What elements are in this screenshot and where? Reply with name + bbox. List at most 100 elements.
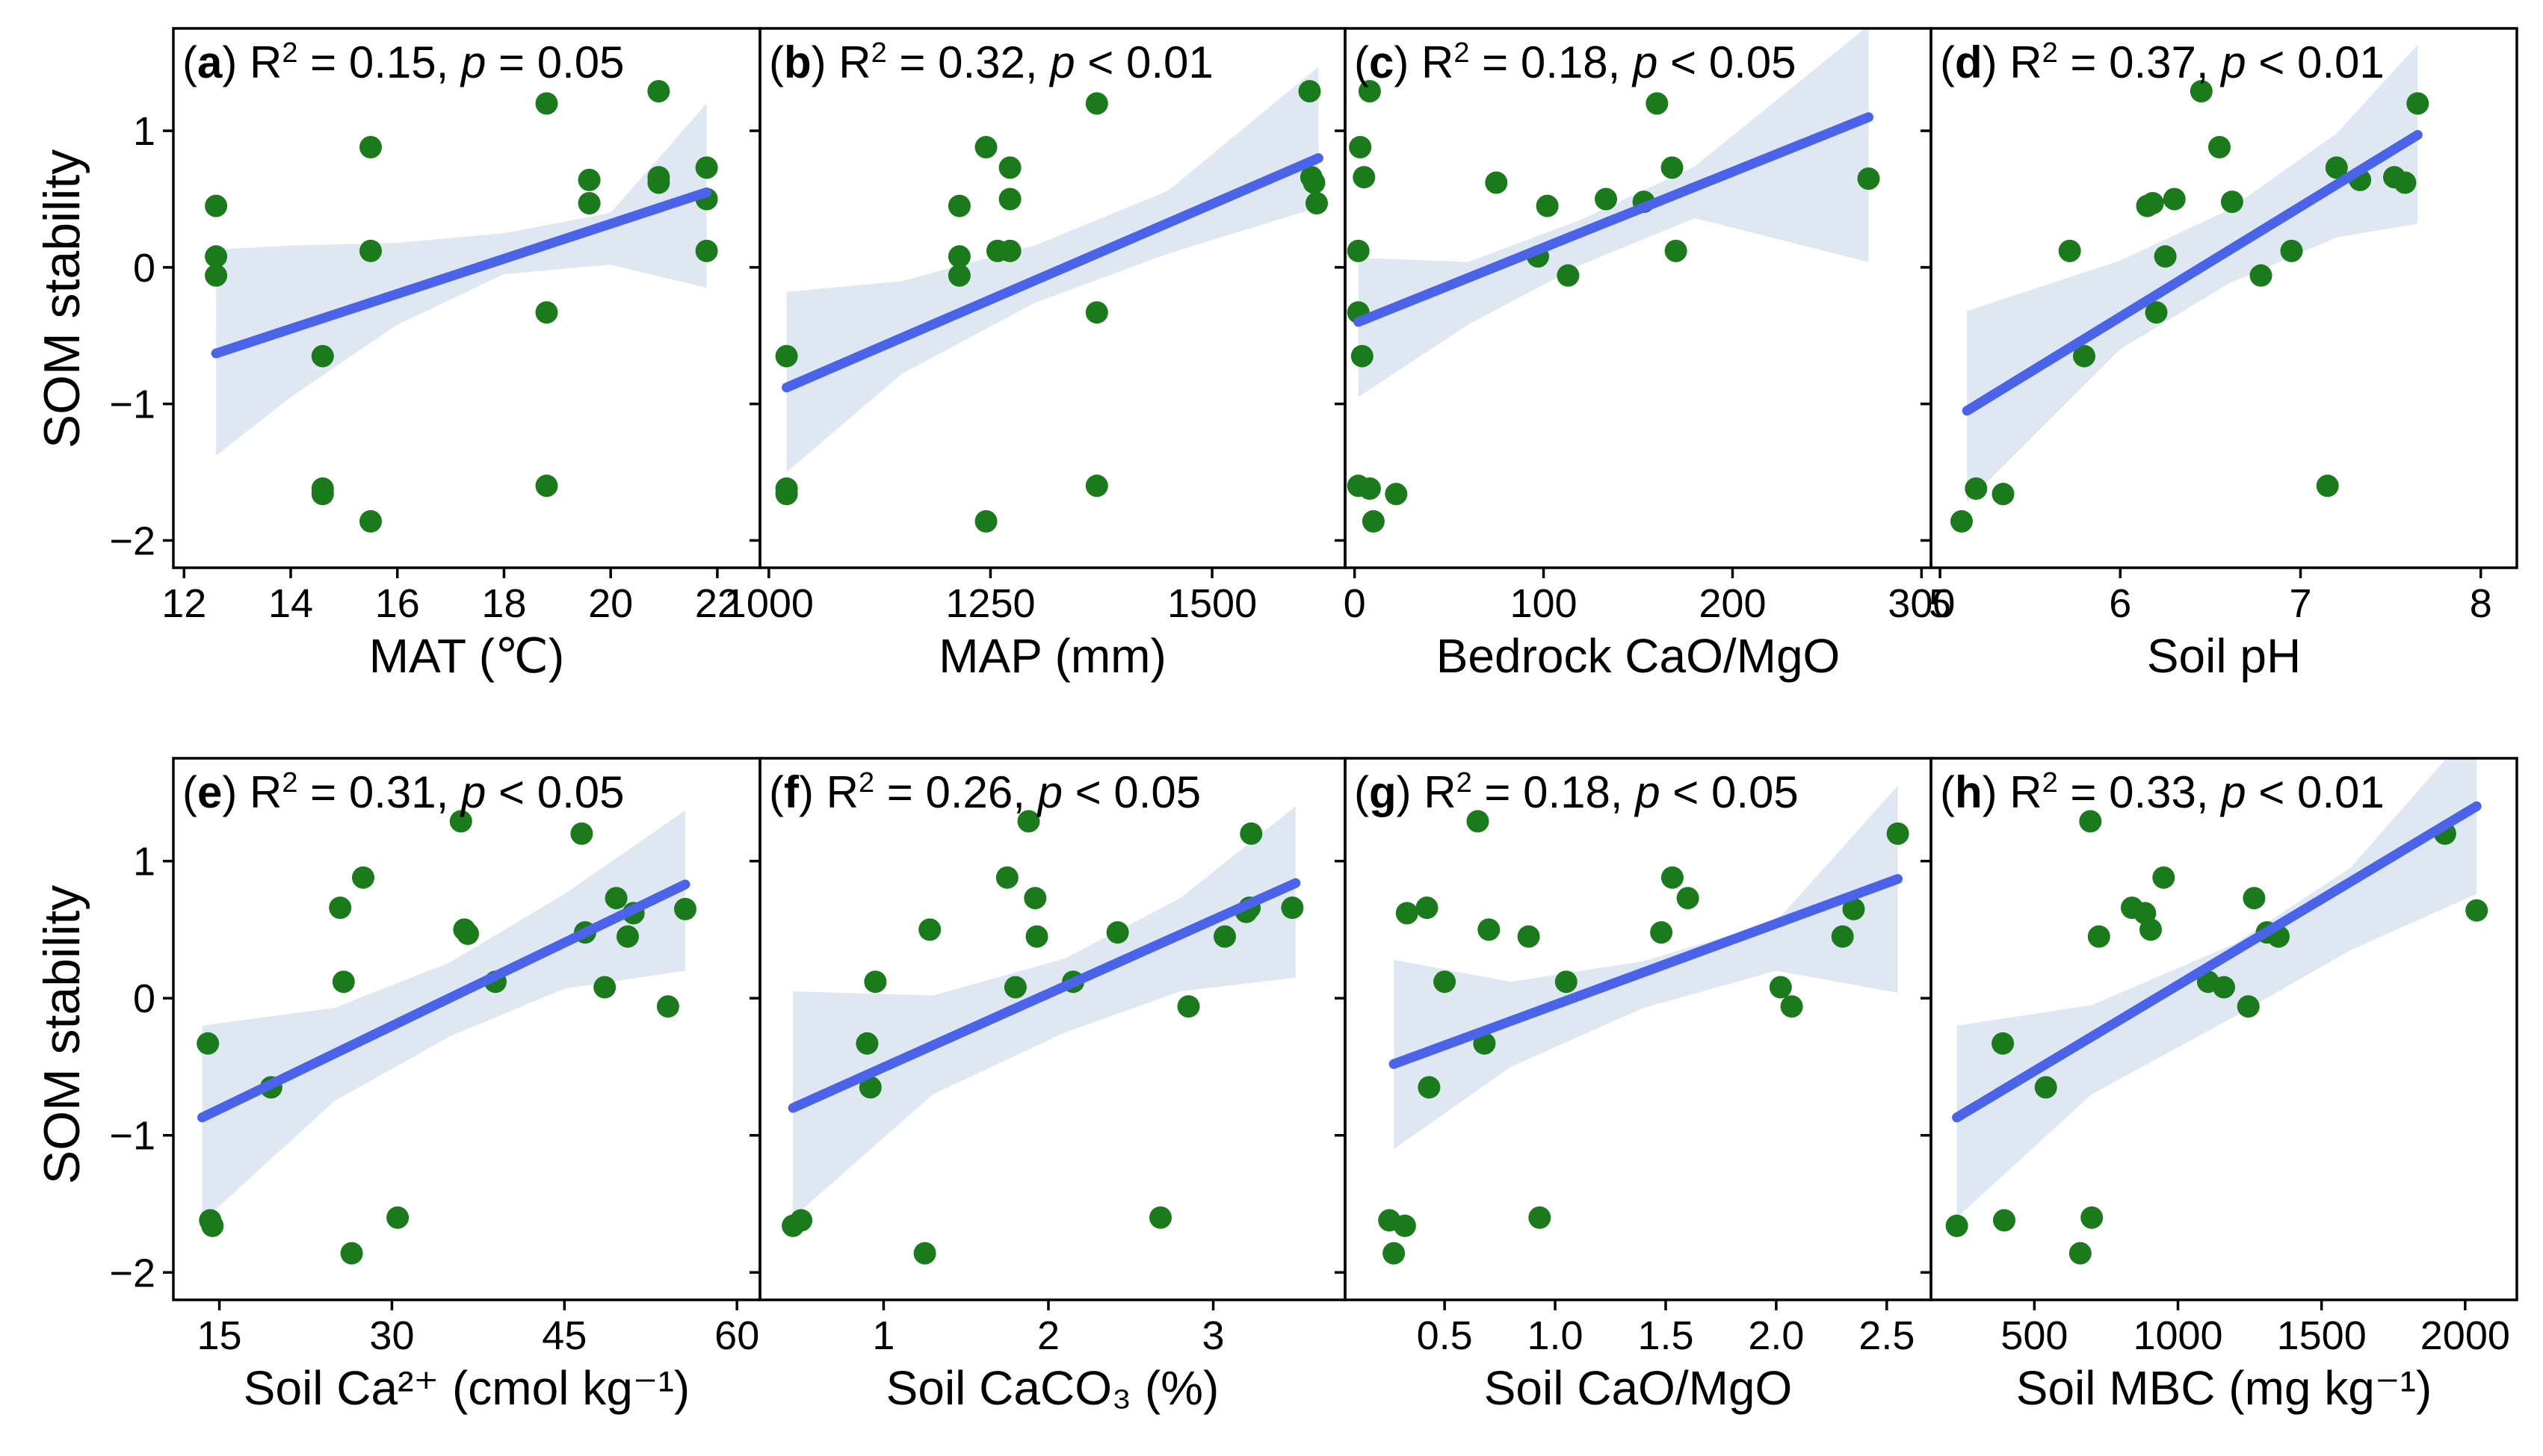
data-point xyxy=(1945,1214,1968,1237)
data-point xyxy=(1554,970,1578,994)
x-tick-label: 2.5 xyxy=(1858,1313,1915,1358)
data-point xyxy=(2058,239,2081,262)
data-point xyxy=(1595,188,1617,211)
data-point xyxy=(1298,80,1321,103)
x-tick-label: 30 xyxy=(369,1313,414,1358)
data-point xyxy=(2280,239,2303,262)
y-tick-label: 0 xyxy=(133,976,155,1021)
data-point xyxy=(2220,190,2243,214)
data-point xyxy=(352,866,374,889)
x-tick-label: 5 xyxy=(1929,581,1951,626)
data-point xyxy=(359,136,382,158)
data-point xyxy=(1385,483,1408,506)
data-point xyxy=(859,1076,882,1099)
data-point xyxy=(205,245,228,268)
data-point xyxy=(998,156,1022,179)
data-point xyxy=(2394,171,2417,194)
data-point xyxy=(1466,810,1489,833)
data-point xyxy=(2316,474,2339,498)
data-point xyxy=(1477,918,1501,941)
data-point xyxy=(1149,1206,1172,1229)
data-point xyxy=(1676,887,1699,910)
data-point xyxy=(1418,1076,1441,1099)
data-point xyxy=(647,171,670,194)
y-tick-label: −1 xyxy=(109,1114,155,1159)
regression-line xyxy=(1388,874,1903,1069)
data-point xyxy=(359,239,382,262)
data-point xyxy=(1992,1032,2015,1055)
data-point xyxy=(1106,921,1129,944)
data-point xyxy=(2034,1076,2057,1099)
data-point xyxy=(1528,1206,1551,1229)
panel-annotation: (c) R2 = 0.18, p < 0.05 xyxy=(1354,37,1796,87)
panel-e: 15 30 45 60 −2 −1 0 1 Soil Ca²⁺ (cmol kg⁻¹) (e) R… xyxy=(109,757,761,1415)
data-point xyxy=(197,1032,220,1055)
data-point xyxy=(1025,925,1048,948)
data-point xyxy=(948,245,971,268)
panel-g: 0.5 1.0 1.5 2.0 2.5 Soil CaO/MgO (g) R2 = 0.18… xyxy=(1335,757,1932,1415)
x-tick-label: 200 xyxy=(1699,581,1766,626)
data-point xyxy=(1557,264,1580,287)
data-point xyxy=(2406,92,2429,115)
x-tick-label: 14 xyxy=(268,581,313,626)
data-point xyxy=(2325,156,2348,179)
data-point xyxy=(918,918,942,941)
x-tick-label: 12 xyxy=(161,581,206,626)
data-point xyxy=(695,156,718,179)
data-point xyxy=(1382,1242,1406,1265)
data-point xyxy=(1660,866,1684,889)
data-point xyxy=(2208,136,2231,158)
regression-line xyxy=(211,187,712,359)
x-axis-label: Soil MBC (mg kg⁻¹) xyxy=(2016,1361,2432,1415)
data-point xyxy=(311,483,334,506)
data-point xyxy=(2249,264,2272,287)
y-tick-label: −2 xyxy=(109,1251,155,1295)
x-axis-label: Bedrock CaO/MgO xyxy=(1436,629,1841,683)
x-tick-label: 500 xyxy=(2000,1313,2068,1358)
data-point xyxy=(1085,92,1108,115)
confidence-band xyxy=(793,806,1296,1218)
panel-annotation: (b) R2 = 0.32, p < 0.01 xyxy=(769,37,1214,87)
panel-c: 0 100 200 300 Bedrock CaO/MgO (c) R2 = 0.18, … xyxy=(1335,27,1955,683)
data-point xyxy=(1085,474,1108,498)
data-point xyxy=(449,810,472,833)
data-point xyxy=(2080,1206,2104,1229)
data-point xyxy=(695,239,718,262)
data-point xyxy=(674,897,696,920)
data-point xyxy=(340,1242,363,1265)
panel-annotation: (h) R2 = 0.33, p < 0.01 xyxy=(1940,767,2385,817)
regression-line xyxy=(782,153,1323,393)
data-point xyxy=(359,509,382,533)
x-tick-label: 100 xyxy=(1510,581,1577,626)
data-point xyxy=(1415,896,1439,920)
panel-frame xyxy=(1929,757,2518,1301)
x-tick-label: 1500 xyxy=(1167,581,1257,626)
data-point xyxy=(1536,194,1559,217)
data-point xyxy=(2141,192,2164,214)
data-point xyxy=(1281,896,1304,920)
y-tick-label: 1 xyxy=(133,840,155,885)
data-point xyxy=(656,995,679,1018)
data-point xyxy=(2152,866,2175,889)
confidence-band xyxy=(1358,28,1869,397)
y-tick-label: −1 xyxy=(109,382,155,427)
x-axis-label: MAP (mm) xyxy=(939,629,1167,683)
data-point xyxy=(1303,171,1326,194)
data-point xyxy=(1780,995,1803,1018)
x-axis-label: Soil CaO/MgO xyxy=(1484,1361,1793,1415)
data-point xyxy=(1350,344,1374,368)
data-point xyxy=(386,1206,410,1229)
regression-line xyxy=(788,878,1301,1113)
y-axis-label-bottom: SOM stability xyxy=(34,885,90,1185)
data-point xyxy=(2190,80,2213,103)
data-point xyxy=(2243,887,2266,910)
data-point xyxy=(2237,995,2260,1018)
data-point xyxy=(1393,1214,1416,1237)
data-point xyxy=(2154,245,2177,268)
x-tick-label: 1000 xyxy=(2133,1313,2222,1358)
data-point xyxy=(578,192,601,214)
data-point xyxy=(1950,509,1973,533)
